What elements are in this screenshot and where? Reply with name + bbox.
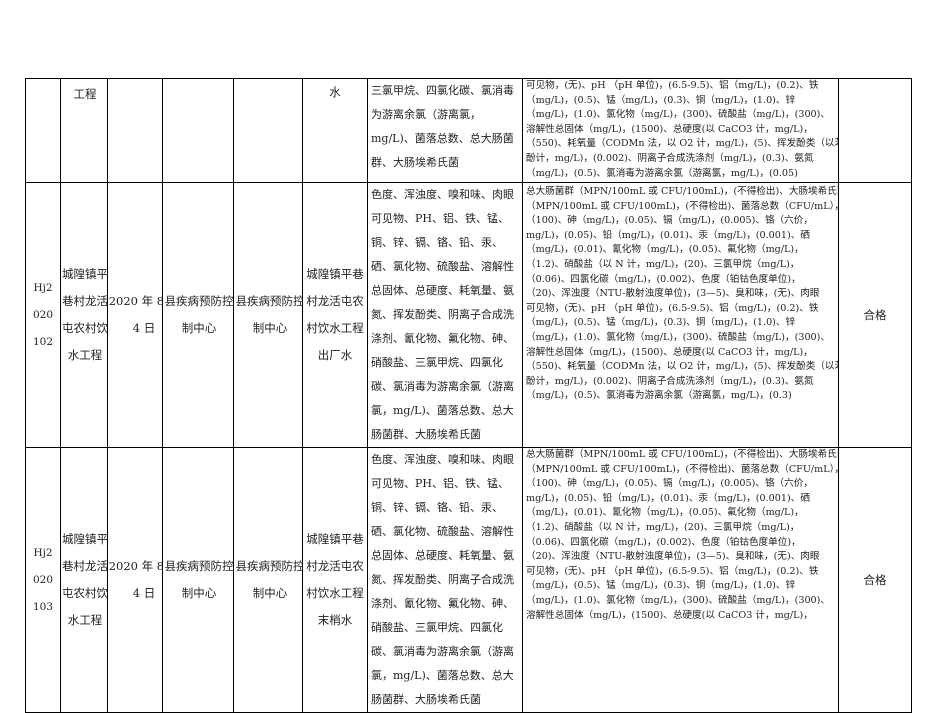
sampling-site-cell: 城隍镇平巷村龙活屯农村饮水工程末梢水	[302, 447, 368, 713]
standard-line: （1.2)、硝酸盐（以 N 计，mg/L)，(20)、三氯甲烷（mg/L)，	[526, 521, 800, 533]
sample-id-cell: Hj2020102	[25, 182, 61, 448]
sampling-date-cell: 2020 年 8 月 4 日	[107, 182, 163, 448]
standard-line: （mg/L)，(0.5)、锰（mg/L)，(0.3)、铜（mg/L)，(1.0)…	[526, 580, 796, 592]
standard-line: 溶解性总固体（mg/L)，(1500)、总硬度(以 CaCO3 计，mg/L)，	[526, 346, 813, 358]
standard-line: （mg/L)，(1.0)、氯化物（mg/L)，(300)、硫酸盐（mg/L)，(…	[526, 594, 830, 606]
sampling-date-cell	[107, 78, 163, 183]
standard-line: 溶解性总固体（mg/L)，(1500)、总硬度(以 CaCO3 计，mg/L)，	[526, 123, 813, 135]
standard-line: （mg/L)，(1.0)、氯化物（mg/L)，(300)、硫酸盐（mg/L)，(…	[526, 331, 830, 343]
standard-line: （20)、浑浊度（NTU-散射浊度单位)，(3—5)、臭和味，(无)、肉眼	[526, 551, 820, 563]
project-name: 城隍镇平巷村龙活屯农村饮水工程	[62, 267, 108, 362]
standard-line: mg/L)，(0.05)、铅（mg/L)，(0.01)、汞（mg/L)，(0.0…	[526, 229, 810, 241]
standard-line: （MPN/100mL 或 CFU/100mL)，(不得检出)、菌落总数（CFU/…	[526, 200, 839, 212]
standard-line: mg/L)，(0.05)、铅（mg/L)，(0.01)、汞（mg/L)，(0.0…	[526, 492, 810, 504]
project-name-cell: 城隍镇平巷村龙活屯农村饮水工程	[60, 182, 108, 448]
sampling-site-cell: 城隍镇平巷村龙活屯农村饮水工程出厂水	[302, 182, 368, 448]
standard-line: 总大肠菌群（MPN/100mL 或 CFU/100mL)，(不得检出)、大肠埃希…	[526, 186, 839, 197]
test-indicators-cell: 色度、浑浊度、嗅和味、肉眼可见物、PH、铝、铁、锰、铜、锌、镉、铬、铅、汞、硒、…	[367, 182, 523, 448]
sampling-site-cell: 水	[302, 78, 368, 183]
project-name: 城隍镇平巷村龙活屯农村饮水工程	[62, 532, 108, 627]
standard-line: 可见物，(无)、pH （pH 单位)，(6.5-9.5)、铝（mg/L)，(0.…	[526, 302, 819, 314]
standard-line: （550)、耗氧量（CODMn 法，以 O2 计，mg/L)，(5)、挥发酚类（…	[526, 361, 839, 373]
sample-id: Hj2020103	[32, 546, 54, 613]
standard-line: （mg/L)，(0.5)、氯消毒为游离余氯（游离氯，mg/L)，(0.05)	[526, 167, 798, 179]
test-indicators: 色度、浑浊度、嗅和味、肉眼可见物、PH、铝、铁、锰、铜、锌、镉、铬、铅、汞、硒、…	[371, 188, 514, 441]
testing-unit-cell: 县疾病预防控制中心	[233, 182, 303, 448]
sampling-unit: 县疾病预防控制中心	[164, 294, 234, 335]
testing-unit: 县疾病预防控制中心	[235, 294, 303, 335]
standard-limits-cell: 总大肠菌群（MPN/100mL 或 CFU/100mL)，(不得检出)、大肠埃希…	[522, 447, 839, 713]
standard-line: （mg/L)，(0.01)、氰化物（mg/L)，(0.05)、氟化物（mg/L)…	[526, 244, 804, 256]
test-indicators-cell: 三氯甲烷、四氯化碳、氯消毒为游离余氯（游离氯，mg/L)、菌落总数、总大肠菌群、…	[367, 78, 523, 183]
standard-line: （mg/L)，(1.0)、氯化物（mg/L)，(300)、硫酸盐（mg/L)，(…	[526, 109, 830, 121]
test-indicators: 色度、浑浊度、嗅和味、肉眼可见物、PH、铝、铁、锰、铜、锌、镉、铬、铅、汞、硒、…	[371, 453, 514, 706]
sampling-date: 2020 年 8 月 4 日	[108, 559, 162, 600]
standard-line: （20)、浑浊度（NTU-散射浊度单位)，(3—5)、臭和味，(无)、肉眼	[526, 288, 820, 300]
standard-line: （mg/L)，(0.5)、锰（mg/L)，(0.3)、铜（mg/L)，(1.0)…	[526, 317, 796, 329]
result-cell	[838, 78, 912, 183]
standard-line: （mg/L)，(0.01)、氰化物（mg/L)，(0.05)、氟化物（mg/L)…	[526, 507, 804, 519]
sample-id: Hj2020102	[32, 281, 54, 348]
standard-line: （0.06)、四氯化碳（mg/L)，(0.002)、色度（铂钴色度单位)，	[526, 273, 801, 285]
standard-limits-cell: 总大肠菌群（MPN/100mL 或 CFU/100mL)，(不得检出)、大肠埃希…	[522, 182, 839, 448]
project-name-cell: 工程	[60, 78, 108, 183]
standard-line: （0.06)、四氯化碳（mg/L)，(0.002)、色度（铂钴色度单位)，	[526, 536, 801, 548]
project-name-cell: 城隍镇平巷村龙活屯农村饮水工程	[60, 447, 108, 713]
sample-id-cell	[25, 78, 61, 183]
standard-limits-cell: 可见物，(无)、pH （pH 单位)，(6.5-9.5)、铝（mg/L)，(0.…	[522, 78, 839, 183]
test-indicators-cell: 色度、浑浊度、嗅和味、肉眼可见物、PH、铝、铁、锰、铜、锌、镉、铬、铅、汞、硒、…	[367, 447, 523, 713]
standard-line: 溶解性总固体（mg/L)，(1500)、总硬度(以 CaCO3 计，mg/L)，	[526, 609, 813, 621]
standard-line: （550)、耗氧量（CODMn 法，以 O2 计，mg/L)，(5)、挥发酚类（…	[526, 138, 839, 150]
sampling-site: 城隍镇平巷村龙活屯农村饮水工程出厂水	[306, 267, 364, 362]
testing-unit: 县疾病预防控制中心	[235, 559, 303, 600]
standard-line: 总大肠菌群（MPN/100mL 或 CFU/100mL)，(不得检出)、大肠埃希…	[526, 449, 839, 460]
standard-line: 可见物，(无)、pH （pH 单位)，(6.5-9.5)、铝（mg/L)，(0.…	[526, 80, 819, 91]
sampling-site: 水	[329, 85, 341, 99]
sampling-site: 城隍镇平巷村龙活屯农村饮水工程末梢水	[306, 532, 364, 627]
table-row: 工程 水 三氯甲烷、四氯化碳、氯消毒为游离余氯（游离氯，mg/L)、菌落总数、总大肠…	[25, 78, 912, 183]
testing-unit-cell	[233, 78, 303, 183]
standard-line: （1.2)、硝酸盐（以 N 计，mg/L)，(20)、三氯甲烷（mg/L)，	[526, 258, 800, 270]
water-quality-table: 工程 水 三氯甲烷、四氯化碳、氯消毒为游离余氯（游离氯，mg/L)、菌落总数、总大肠…	[25, 78, 912, 713]
standard-line: （mg/L)，(0.5)、氯消毒为游离余氯（游离氯，mg/L)，(0.3)	[526, 390, 792, 402]
standard-line: 酚计，mg/L)，(0.002)、阴离子合成洗涤剂（mg/L)，(0.3)、氨氮	[526, 152, 814, 164]
standard-line: 酚计，mg/L)，(0.002)、阴离子合成洗涤剂（mg/L)，(0.3)、氨氮	[526, 375, 814, 387]
test-result: 合格	[863, 307, 887, 322]
result-cell: 合格	[838, 447, 912, 713]
sampling-unit-cell: 县疾病预防控制中心	[162, 182, 234, 448]
standard-line: （mg/L)，(0.5)、锰（mg/L)，(0.3)、铜（mg/L)，(1.0)…	[526, 94, 796, 106]
test-result: 合格	[863, 572, 887, 587]
testing-unit-cell: 县疾病预防控制中心	[233, 447, 303, 713]
test-indicators: 三氯甲烷、四氯化碳、氯消毒为游离余氯（游离氯，mg/L)、菌落总数、总大肠菌群、…	[371, 84, 514, 169]
sample-id-cell: Hj2020103	[25, 447, 61, 713]
sampling-date-cell: 2020 年 8 月 4 日	[107, 447, 163, 713]
result-cell: 合格	[838, 182, 912, 448]
project-name: 工程	[73, 87, 97, 101]
sampling-date: 2020 年 8 月 4 日	[108, 294, 162, 335]
sampling-unit-cell	[162, 78, 234, 183]
sampling-unit-cell: 县疾病预防控制中心	[162, 447, 234, 713]
standard-line: （100)、砷（mg/L)，(0.05)、镉（mg/L)，(0.005)、铬（六…	[526, 478, 813, 490]
sampling-unit: 县疾病预防控制中心	[164, 559, 234, 600]
standard-line: 可见物，(无)、pH （pH 单位)，(6.5-9.5)、铝（mg/L)，(0.…	[526, 565, 819, 577]
standard-line: （100)、砷（mg/L)，(0.05)、镉（mg/L)，(0.005)、铬（六…	[526, 215, 813, 227]
standard-line: （MPN/100mL 或 CFU/100mL)，(不得检出)、菌落总数（CFU/…	[526, 463, 839, 475]
